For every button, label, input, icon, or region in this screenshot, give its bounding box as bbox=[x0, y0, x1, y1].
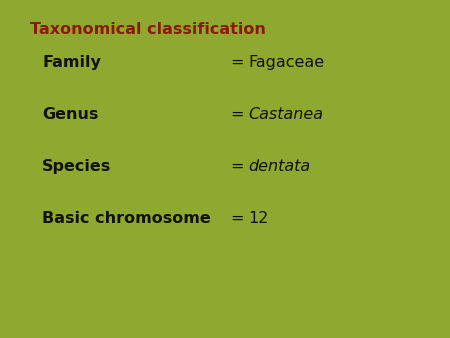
Text: Species: Species bbox=[42, 159, 111, 174]
Text: dentata: dentata bbox=[248, 159, 310, 174]
Text: 12: 12 bbox=[248, 211, 268, 226]
Text: Genus: Genus bbox=[42, 107, 99, 122]
Text: Castanea: Castanea bbox=[248, 107, 323, 122]
Text: Family: Family bbox=[42, 55, 101, 70]
Text: Basic chromosome: Basic chromosome bbox=[42, 211, 211, 226]
Text: =: = bbox=[230, 211, 243, 226]
Text: =: = bbox=[230, 107, 243, 122]
Text: Fagaceae: Fagaceae bbox=[248, 55, 324, 70]
Text: =: = bbox=[230, 159, 243, 174]
Text: =: = bbox=[230, 55, 243, 70]
Text: Taxonomical classification: Taxonomical classification bbox=[30, 22, 266, 37]
